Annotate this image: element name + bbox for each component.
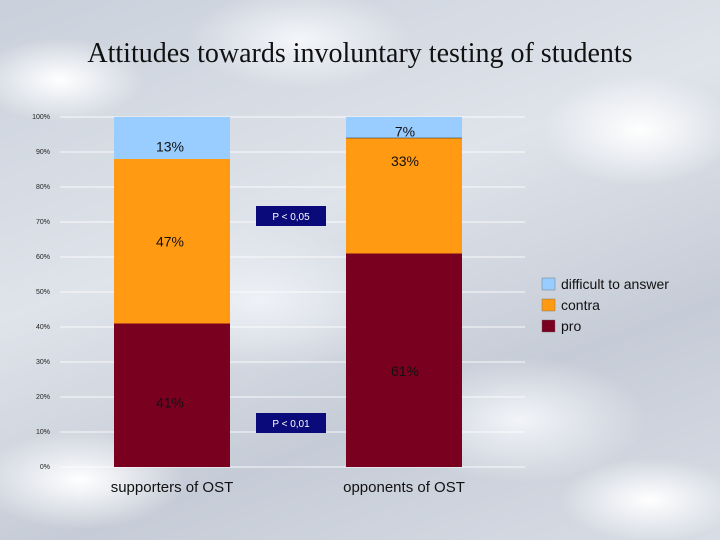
y-tick-label: 0% — [40, 464, 50, 471]
bar-segment-pro — [346, 253, 462, 467]
note-box — [256, 413, 326, 433]
y-tick-label: 20% — [36, 394, 50, 401]
y-tick-label: 40% — [36, 324, 50, 331]
y-tick-label: 30% — [36, 359, 50, 366]
bars — [114, 117, 462, 467]
y-axis-ticks: 0% 10% 20% 30% 40% 50% 60% 70% 80% 90% 100% — [32, 114, 50, 471]
note-box — [256, 206, 326, 226]
category-label: supporters of OST — [111, 479, 234, 496]
note-text: P < 0,01 — [272, 419, 310, 430]
note-text: P < 0,05 — [272, 212, 310, 223]
chart-title: Attitudes towards involuntary testing of… — [87, 38, 633, 69]
significance-notes: P < 0,05 P < 0,01 — [256, 206, 326, 433]
category-labels: supporters of OST opponents of OST — [111, 479, 465, 496]
legend-swatch-contra — [541, 298, 556, 312]
segment-label-pro: 61% — [391, 363, 419, 379]
y-tick-label: 100% — [32, 114, 50, 121]
y-tick-label: 10% — [36, 429, 50, 436]
legend: difficult to answer contra pro — [541, 276, 669, 334]
y-tick-label: 60% — [36, 254, 50, 261]
y-tick-label: 50% — [36, 289, 50, 296]
category-label: opponents of OST — [343, 479, 465, 496]
bar-segment-contra — [114, 159, 230, 324]
bar-segment-pro — [114, 323, 230, 467]
legend-label-difficult-to-answer: difficult to answer — [561, 276, 669, 292]
bar-segment-contra — [346, 138, 462, 254]
legend-label-contra: contra — [561, 297, 600, 313]
segment-label-difficult-to-answer: 7% — [395, 124, 415, 140]
bar-segment-difficult-to-answer — [114, 117, 230, 159]
y-tick-label: 90% — [36, 149, 50, 156]
bar-segment-difficult-to-answer — [346, 117, 462, 138]
y-tick-label: 80% — [36, 184, 50, 191]
segment-label-pro: 41% — [156, 394, 184, 410]
segment-labels: 41% 47% 13% 61% 33% 7% — [156, 124, 419, 411]
legend-swatch-difficult-to-answer — [541, 277, 556, 291]
legend-swatch-pro — [541, 319, 556, 333]
segment-label-contra: 33% — [391, 153, 419, 169]
segment-label-contra: 47% — [156, 233, 184, 249]
segment-label-difficult-to-answer: 13% — [156, 138, 184, 154]
legend-label-pro: pro — [561, 318, 581, 334]
y-tick-label: 70% — [36, 219, 50, 226]
